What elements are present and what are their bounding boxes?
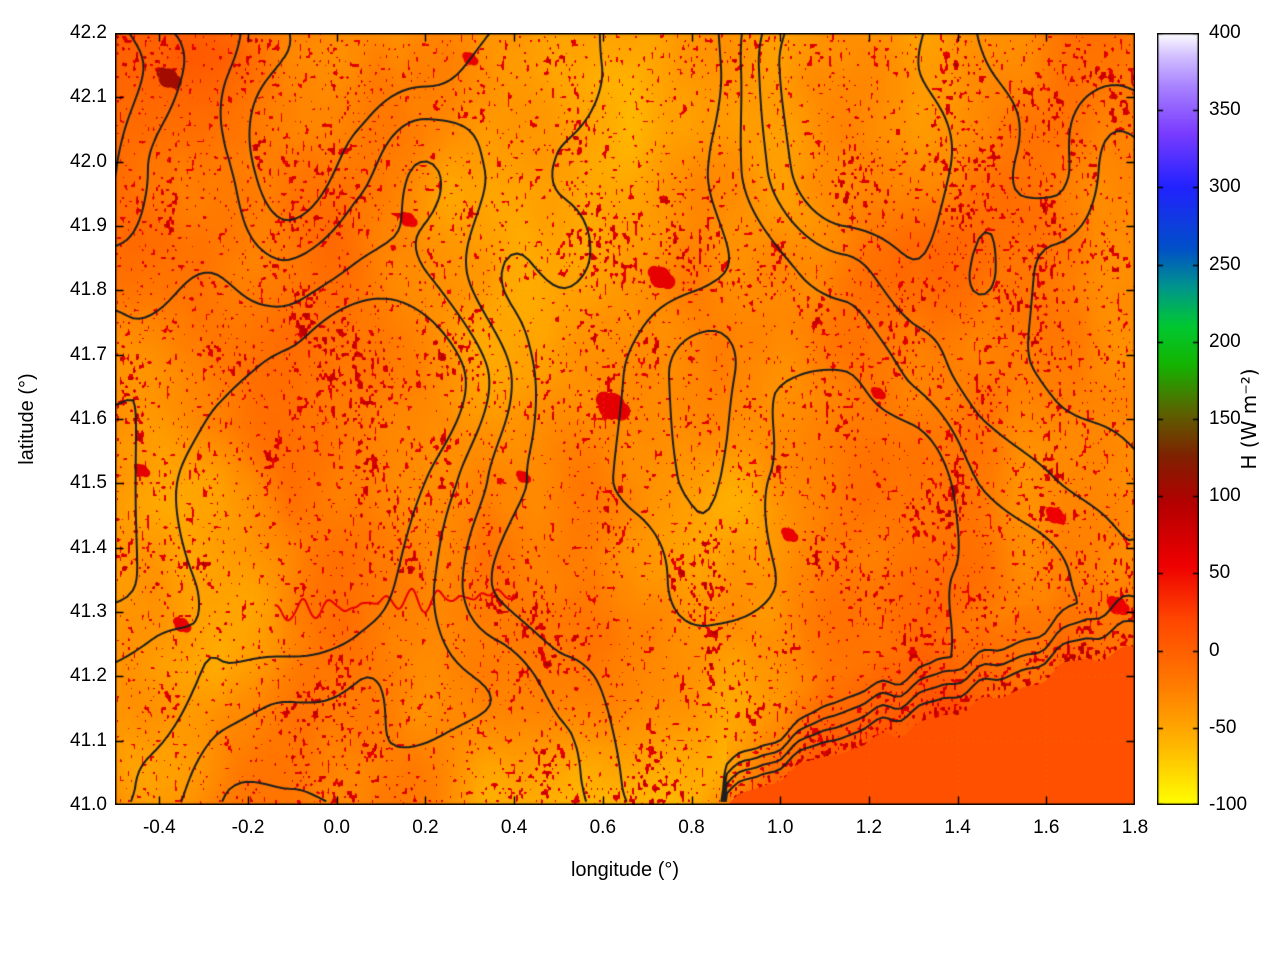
colorbar-tick-label: 150 [1209, 408, 1241, 429]
x-tick-label: 1.8 [1121, 817, 1149, 838]
x-tick-label: 1.4 [944, 817, 971, 838]
x-tick-label: 1.0 [766, 817, 794, 838]
plot-area [115, 33, 1135, 805]
colorbar-tick-label: 100 [1209, 485, 1241, 507]
y-tick-label: 41.6 [70, 408, 107, 429]
colorbar-tick-label: 0 [1209, 639, 1220, 661]
colorbar-tick-label: 400 [1209, 22, 1241, 43]
y-tick-label: 41.5 [70, 472, 107, 494]
y-tick-label: 41.9 [70, 215, 107, 236]
y-tick-label: 41.8 [70, 279, 107, 301]
y-tick-label: 42.1 [70, 86, 107, 108]
y-tick-label: 41.3 [70, 601, 107, 622]
x-tick-label: 1.6 [1033, 817, 1060, 838]
y-tick-label: 41.1 [70, 729, 107, 751]
x-tick-label: -0.4 [142, 817, 176, 838]
y-tick-label: 41.2 [70, 665, 107, 687]
colorbar [1157, 33, 1199, 805]
colorbar-tick-label: 50 [1209, 562, 1231, 584]
y-tick-label: 41.4 [70, 536, 107, 558]
x-tick-label: 0.8 [678, 817, 705, 838]
colorbar-tick-label: -50 [1209, 716, 1237, 738]
x-tick-label: 0.0 [323, 817, 350, 838]
x-tick-label: 1.2 [855, 817, 883, 838]
y-tick-label: 42.0 [70, 150, 107, 172]
colorbar-tick-label: 350 [1209, 99, 1241, 121]
heatmap-canvas [115, 33, 1135, 805]
y-axis-title: latitude (°) [16, 373, 38, 465]
x-tick-label: 0.6 [589, 817, 617, 838]
colorbar-tick-label: 300 [1209, 176, 1241, 198]
x-axis-title: longitude (°) [570, 859, 680, 881]
colorbar-title: H (W m⁻²) [1237, 368, 1261, 470]
colorbar-tick-label: 200 [1209, 330, 1241, 352]
y-tick-label: 42.2 [70, 22, 107, 43]
y-tick-label: 41.7 [70, 343, 107, 365]
x-tick-label: 0.2 [412, 817, 439, 838]
x-tick-label: -0.2 [231, 817, 265, 838]
colorbar-tick-label: -100 [1209, 794, 1248, 815]
x-tick-label: 0.4 [500, 817, 528, 838]
colorbar-tick-label: 250 [1209, 253, 1241, 275]
y-tick-label: 41.0 [70, 794, 107, 815]
